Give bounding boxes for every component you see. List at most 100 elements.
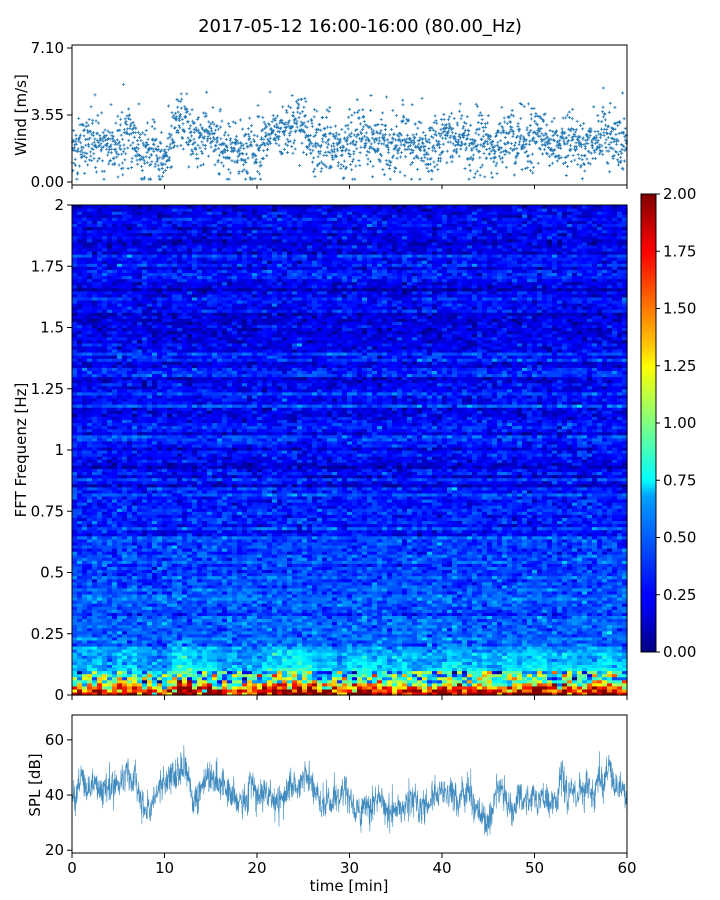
wind-point — [95, 131, 99, 135]
wind-point — [187, 127, 191, 131]
wind-point — [156, 158, 160, 162]
wind-point — [83, 128, 87, 132]
wind-point — [78, 123, 82, 127]
wind-point — [255, 134, 259, 138]
wind-point — [83, 159, 87, 163]
wind-point — [85, 121, 89, 125]
wind-point — [121, 82, 125, 86]
wind-point — [225, 148, 229, 152]
wind-point — [264, 133, 268, 137]
wind-point — [146, 121, 150, 125]
wind-point — [79, 153, 83, 157]
wind-point — [193, 121, 197, 125]
wind-point — [230, 159, 234, 163]
wind-point — [177, 117, 181, 121]
wind-point — [123, 121, 127, 125]
wind-point — [180, 117, 184, 121]
wind-point — [106, 137, 110, 141]
wind-point — [269, 142, 273, 146]
wind-point — [149, 162, 153, 166]
wind-point — [95, 132, 99, 136]
wind-point — [165, 154, 169, 158]
wind-point — [155, 160, 159, 164]
wind-point — [146, 142, 150, 146]
wind-point — [162, 170, 166, 174]
wind-point — [118, 144, 122, 148]
wind-point — [73, 149, 77, 153]
wind-point — [157, 174, 161, 178]
wind-y-ticks: 0.003.557.10 — [31, 39, 72, 191]
wind-point — [127, 113, 131, 117]
figure-title: 2017-05-12 16:00-16:00 (80.00_Hz) — [198, 16, 522, 37]
wind-point — [274, 142, 278, 146]
wind-point — [267, 133, 271, 137]
wind-point — [160, 166, 164, 170]
wind-point — [207, 120, 211, 124]
wind-point — [132, 135, 136, 139]
wind-point — [206, 137, 210, 141]
wind-point — [211, 135, 215, 139]
wind-point — [262, 142, 266, 146]
wind-point — [185, 140, 189, 144]
wind-point — [273, 138, 277, 142]
wind-point — [188, 112, 192, 116]
wind-point — [181, 147, 185, 151]
wind-point — [238, 146, 242, 150]
wind-point — [158, 156, 162, 160]
wind-point — [274, 116, 278, 120]
wind-point — [154, 137, 158, 141]
wind-point — [119, 117, 123, 121]
wind-point — [146, 137, 150, 141]
wind-point — [86, 131, 90, 135]
wind-point — [101, 131, 105, 135]
wind-point — [126, 117, 130, 121]
wind-point — [144, 155, 148, 159]
wind-point — [260, 136, 264, 140]
wind-point — [273, 124, 277, 128]
wind-point — [136, 147, 140, 151]
wind-point — [90, 121, 94, 125]
wind-point — [210, 129, 214, 133]
wind-point — [125, 127, 129, 131]
wind-point — [103, 128, 107, 132]
wind-point — [200, 151, 204, 155]
wind-point — [150, 153, 154, 157]
wind-point — [76, 147, 80, 151]
wind-point — [102, 145, 106, 149]
wind-point — [217, 172, 221, 176]
wind-point — [118, 128, 122, 132]
wind-point — [264, 131, 268, 135]
wind-point — [268, 140, 272, 144]
wind-point — [249, 140, 253, 144]
wind-point — [99, 147, 103, 151]
wind-point — [200, 140, 204, 144]
wind-point — [142, 176, 146, 180]
wind-point — [95, 145, 99, 149]
wind-point — [252, 140, 256, 144]
wind-point — [237, 170, 241, 174]
wind-point — [191, 152, 195, 156]
wind-point — [153, 120, 157, 124]
wind-point — [216, 158, 220, 162]
wind-point — [232, 146, 236, 150]
wind-point — [129, 122, 133, 126]
wind-point — [169, 147, 173, 151]
wind-point — [228, 124, 232, 128]
wind-point — [129, 143, 133, 147]
wind-point — [128, 126, 132, 130]
wind-point — [259, 163, 263, 167]
wind-point — [241, 158, 245, 162]
wind-point — [172, 140, 176, 144]
wind-point — [220, 161, 224, 165]
wind-point — [259, 177, 263, 181]
wind-point — [114, 151, 118, 155]
wind-point — [174, 118, 178, 122]
wind-point — [86, 163, 90, 167]
wind-point — [72, 161, 76, 165]
wind-point — [209, 141, 213, 145]
wind-point — [267, 123, 271, 127]
wind-point — [199, 132, 203, 136]
wind-point — [169, 133, 173, 137]
wind-point — [106, 153, 110, 157]
